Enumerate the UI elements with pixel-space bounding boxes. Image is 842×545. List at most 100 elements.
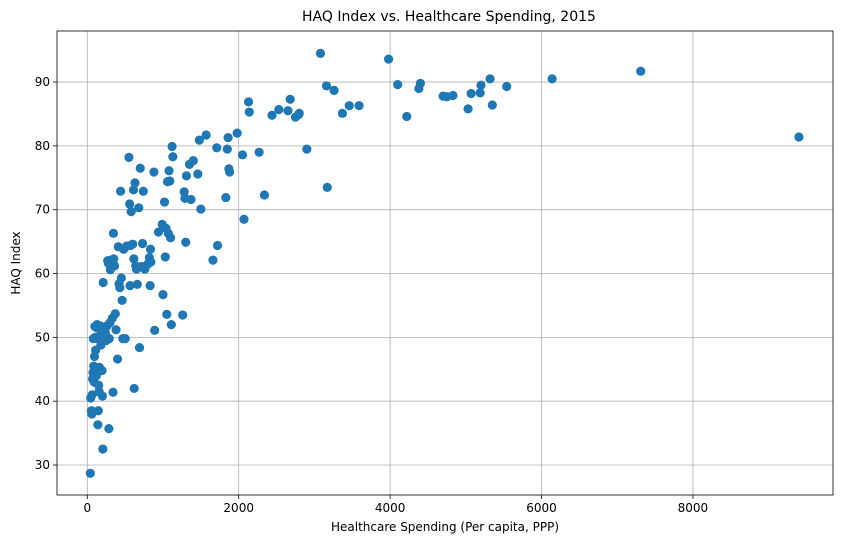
data-point xyxy=(126,207,136,217)
data-point xyxy=(181,171,192,181)
x-tick-label: 8000 xyxy=(678,501,709,515)
data-point xyxy=(132,279,142,289)
data-point xyxy=(116,273,126,283)
data-point xyxy=(485,74,495,84)
data-point xyxy=(239,214,249,224)
data-point xyxy=(415,78,425,88)
x-tick-label: 2000 xyxy=(223,501,254,515)
data-point xyxy=(108,387,118,397)
data-point xyxy=(111,325,121,335)
data-point xyxy=(104,334,114,344)
data-point xyxy=(165,233,176,243)
data-point xyxy=(120,334,130,344)
data-point xyxy=(112,354,123,364)
data-point xyxy=(168,152,178,162)
y-tick-label: 30 xyxy=(35,458,50,472)
data-point xyxy=(466,88,476,99)
data-point xyxy=(104,424,114,434)
data-point xyxy=(221,192,231,203)
data-point xyxy=(145,281,155,291)
data-point xyxy=(128,239,138,249)
y-axis-ticks: 30 40 50 60 70 80 90 xyxy=(35,75,57,472)
data-point xyxy=(274,104,284,115)
data-point xyxy=(186,194,196,205)
x-axis-label: Healthcare Spending (Per capita, PPP) xyxy=(331,520,559,534)
data-point xyxy=(181,237,191,247)
data-point xyxy=(125,281,135,291)
y-tick-label: 60 xyxy=(35,267,50,281)
y-tick-label: 40 xyxy=(35,394,50,408)
data-point xyxy=(150,325,160,335)
data-point xyxy=(128,185,139,195)
data-point xyxy=(124,152,134,162)
data-point xyxy=(87,390,97,400)
data-point xyxy=(196,204,206,214)
grid-lines xyxy=(57,31,833,495)
data-point xyxy=(321,81,332,91)
data-point xyxy=(145,244,156,254)
data-point xyxy=(125,199,135,209)
data-point xyxy=(166,319,176,330)
data-point xyxy=(502,81,512,92)
data-point xyxy=(636,66,646,76)
data-point xyxy=(237,150,248,160)
data-point xyxy=(149,167,159,177)
data-point xyxy=(294,108,304,118)
data-point xyxy=(794,132,804,142)
data-point xyxy=(259,190,270,200)
data-point xyxy=(475,88,485,98)
data-point xyxy=(243,97,254,107)
data-point xyxy=(162,309,172,319)
data-point xyxy=(117,295,127,305)
data-point xyxy=(158,289,168,300)
data-point xyxy=(93,406,103,416)
data-point xyxy=(225,167,235,177)
data-point xyxy=(337,108,348,118)
x-tick-label: 0 xyxy=(83,501,91,515)
data-point xyxy=(322,182,332,192)
data-point xyxy=(315,48,326,58)
data-point xyxy=(108,228,119,238)
data-point xyxy=(137,238,148,249)
data-point xyxy=(134,203,144,213)
data-point xyxy=(110,309,120,319)
y-axis-label: HAQ Index xyxy=(9,231,23,294)
data-point xyxy=(85,468,95,478)
data-point xyxy=(138,186,148,196)
data-point xyxy=(223,132,233,143)
data-point xyxy=(476,80,486,90)
x-tick-label: 4000 xyxy=(375,501,406,515)
data-point xyxy=(115,186,126,196)
data-point xyxy=(97,365,107,376)
data-point xyxy=(193,169,203,179)
x-axis-ticks: 0 2000 4000 6000 8000 xyxy=(83,495,708,515)
data-points xyxy=(85,48,804,478)
data-point xyxy=(165,176,175,186)
data-point xyxy=(115,282,125,293)
data-point xyxy=(283,106,293,116)
data-point xyxy=(159,197,170,207)
data-point xyxy=(130,178,140,188)
data-point xyxy=(201,130,211,140)
data-point xyxy=(254,147,264,157)
y-tick-label: 70 xyxy=(35,203,50,217)
data-point xyxy=(93,420,103,430)
y-tick-label: 80 xyxy=(35,139,50,153)
data-point xyxy=(463,104,473,114)
data-point xyxy=(164,166,174,176)
data-point xyxy=(232,128,242,138)
data-point xyxy=(244,107,254,117)
data-point xyxy=(97,391,108,401)
data-point xyxy=(547,74,557,84)
data-point xyxy=(109,261,120,271)
data-point xyxy=(98,277,108,288)
data-point xyxy=(167,141,177,152)
data-point xyxy=(212,240,223,251)
y-tick-label: 90 xyxy=(35,75,50,89)
data-point xyxy=(393,80,403,90)
data-point xyxy=(129,383,139,394)
data-point xyxy=(487,100,497,110)
data-point xyxy=(354,101,364,111)
data-point xyxy=(153,227,164,237)
